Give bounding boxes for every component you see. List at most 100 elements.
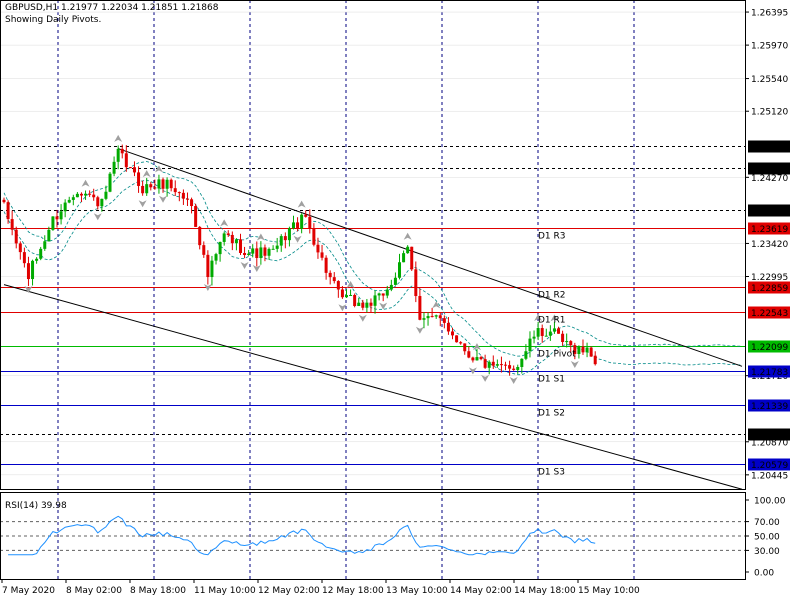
fractal-down-marker [293,235,302,243]
y-tick-label: 1.25540 [751,75,788,85]
pivot-name: D1 S3 [538,468,565,478]
rsi-tick-label: 0.00 [754,569,774,579]
candle-body [75,193,79,198]
candle-body [137,172,141,186]
price-tag-label: 1.22099 [751,343,788,353]
candle-body [349,294,353,296]
candle-body [35,258,39,261]
candle-body [365,302,369,308]
candle-body [324,257,328,273]
candle-body [153,187,157,189]
candle-body [316,244,320,253]
candle-body [442,318,446,323]
fractal-up-marker [432,301,441,309]
chart-frame [0,0,746,580]
time-axis: 7 May 2020 8 May 02:00 8 May 18:00 11 May 1… [1,580,640,596]
candle-body [410,246,414,270]
candle-body [202,245,206,255]
trend-channel [3,148,743,490]
candle-body [495,364,499,366]
candle-body [84,193,88,196]
candle-body [520,358,524,367]
candle-body [210,260,214,278]
candle-body [190,199,194,207]
envelope-bands [3,161,743,376]
candle-body [161,179,165,189]
y-tick-label: 1.26395 [751,9,788,19]
candle-body [512,368,516,370]
fractal-down-marker [93,213,102,221]
candle-body [100,198,104,207]
x-tick-label: 12 May 02:00 [258,586,320,596]
y-tick-label: 1.23420 [751,240,788,250]
candle-body [267,248,271,256]
price-tag [748,222,790,235]
candle-body [234,239,238,244]
candle-body [487,361,491,368]
price-tag [748,281,790,294]
candle-body [475,357,479,361]
candle-body [214,254,218,261]
candle-body [88,193,92,195]
candle-body [63,202,67,212]
candle-body [414,269,418,297]
rsi-tick-label: 50.00 [754,533,780,543]
price-tag-label: 1.21783 [751,368,788,378]
fractal-down-marker [358,314,367,322]
fractal-down-marker [24,286,33,294]
candle-body [96,197,100,207]
fractal-up-marker [81,179,90,187]
candle-body [357,302,361,307]
candle-body [92,194,96,198]
rsi-pane-border [0,492,746,580]
candle-body [279,236,283,246]
fractal-up-marker [114,134,123,142]
candle-body [451,331,455,336]
candle-body [128,167,132,169]
candle-body [524,351,528,359]
candle-body [573,345,577,354]
candle-body [389,284,393,290]
fractal-down-marker [203,284,212,292]
pivot-levels [0,146,746,465]
candle-body [165,179,169,189]
candle-body [198,226,202,246]
candle-body [557,328,561,334]
candle-body [226,233,230,235]
candle-body [508,365,512,369]
candle-body [381,293,385,296]
candle-body [67,199,71,203]
price-tag-label: 1.24385 [751,165,788,175]
x-tick-label: 14 May 18:00 [514,586,576,596]
price-tag-label: 1.21339 [751,402,788,412]
level-labels: 1.24670 1.24385 1.23854 D1 R3 1.23619 D1 R2 1.… [538,140,790,478]
candle-body [504,364,508,366]
candle-body [18,243,22,253]
candle-body [430,316,434,318]
pivot-name: D1 R2 [538,291,566,301]
candle-body [398,262,402,278]
candle-body [26,263,30,280]
candle-body [336,281,340,290]
candle-body [426,316,430,319]
fractal-up-marker [403,232,412,240]
candle-body [79,193,83,196]
fractal-down-marker [338,304,347,312]
candle-body [312,228,316,245]
candle-body [247,253,251,256]
x-tick-label: 8 May 02:00 [66,586,122,596]
fractal-up-marker [550,314,559,322]
x-tick-label: 11 May 10:00 [194,586,256,596]
price-tag-label: 1.22859 [751,284,788,294]
price-tag [748,458,790,471]
price-tag [748,204,790,217]
candle-body [222,233,226,242]
x-tick-label: 14 May 02:00 [450,586,512,596]
candle-body [369,302,373,306]
channel-line [3,284,743,490]
candle-body [308,216,312,229]
envelope-upper [3,161,743,357]
y-tick-label: 1.24270 [751,174,788,184]
candle-body [544,335,548,337]
